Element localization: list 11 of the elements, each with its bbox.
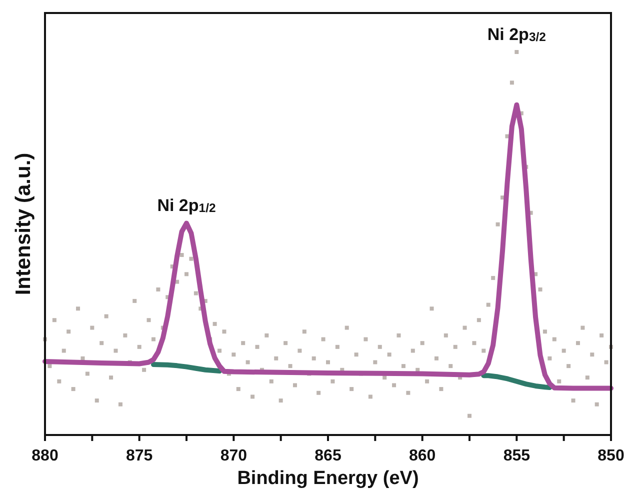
annotation: Ni 2p$_{3/2}$ [487, 25, 546, 44]
x-tick-label: 865 [314, 447, 342, 464]
x-tick-label: 850 [598, 447, 624, 464]
x-tick-label: 855 [503, 447, 530, 464]
x-axis-title: Binding Energy (eV) [237, 468, 419, 489]
x-tick-label: 860 [408, 447, 436, 464]
x-tick-label: 870 [220, 447, 248, 464]
x-tick-label: 875 [126, 447, 153, 464]
x-tick-label: 880 [32, 447, 58, 464]
y-axis-title: Intensity (a.u.) [12, 152, 35, 296]
annotation: Ni 2p$_{1/2}$ [157, 196, 216, 216]
